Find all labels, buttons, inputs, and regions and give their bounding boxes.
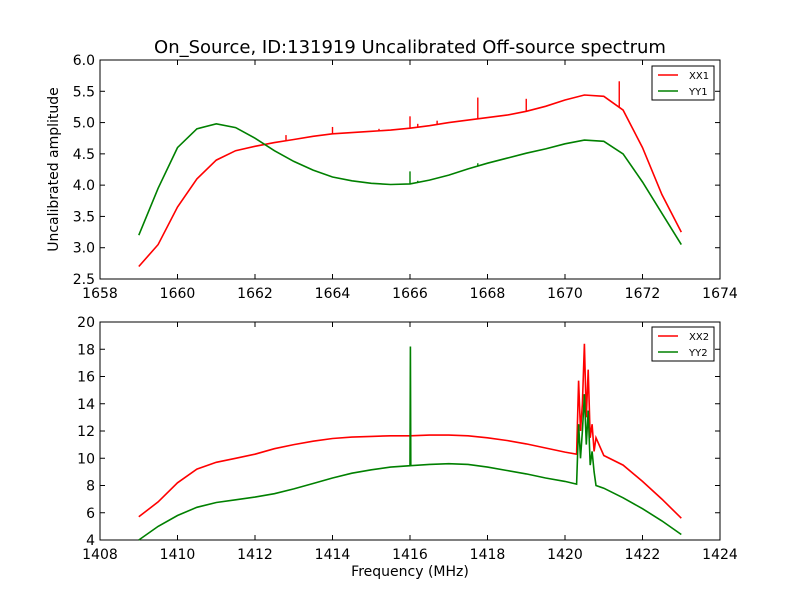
bottom-x-tick-label: 1416 — [392, 547, 428, 563]
top-y-tick-label: 3.0 — [73, 241, 95, 257]
bottom-y-tick-label: 16 — [77, 370, 95, 386]
top-y-tick-label: 4.5 — [73, 147, 95, 163]
top-y-tick-label: 5.5 — [73, 84, 95, 100]
bottom-legend: XX2 YY2 — [651, 326, 715, 362]
bottom-x-tick-label: 1422 — [625, 547, 661, 563]
bottom-y-tick-label: 10 — [77, 451, 95, 467]
legend-label-yy2: YY2 — [688, 348, 708, 359]
top-spectrum-panel: 1658 1660 1662 1664 1666 1668 1670 1672 1674 2.5 3… — [46, 53, 738, 302]
top-y-axis-label: Uncalibrated amplitude — [46, 87, 62, 252]
bottom-x-tick-label: 1424 — [702, 547, 738, 563]
chart-title: On_Source, ID:131919 Uncalibrated Off-so… — [154, 37, 666, 58]
bottom-y-tick-label: 20 — [77, 315, 95, 331]
top-series-line-yy1 — [138, 122, 682, 246]
top-legend-box — [651, 65, 715, 101]
legend-label-xx1: XX1 — [689, 71, 709, 82]
bottom-x-tick-label: 1412 — [237, 547, 273, 563]
bottom-spectrum-panel: 1408 1410 1412 1414 1416 1418 1420 1422 14244681… — [77, 315, 738, 580]
bottom-legend-box — [651, 326, 715, 362]
top-x-tick-label: 1658 — [82, 286, 118, 302]
bottom-y-tick-label: 18 — [77, 342, 95, 358]
top-y-tick-label: 5.0 — [73, 116, 95, 132]
top-x-tick-label: 1662 — [237, 286, 273, 302]
bottom-x-tick-label: 1408 — [82, 547, 118, 563]
top-x-tick-label: 1668 — [470, 286, 506, 302]
bottom-series-line-yy2 — [138, 346, 682, 541]
bottom-y-tick-label: 6 — [86, 506, 95, 522]
top-x-tick-label: 1660 — [160, 286, 196, 302]
top-x-tick-label: 1664 — [315, 286, 351, 302]
top-y-tick-label: 4.0 — [73, 178, 95, 194]
bottom-x-tick-label: 1410 — [160, 547, 196, 563]
bottom-series-line-xx2 — [138, 343, 682, 519]
legend-label-yy1: YY1 — [688, 87, 708, 98]
bottom-plot-marks: 1408 1410 1412 1414 1416 1418 1420 1422 14244681… — [77, 315, 738, 563]
top-y-tick-label: 3.5 — [73, 209, 95, 225]
top-plot-frame — [99, 59, 721, 280]
bottom-y-tick-label: 4 — [86, 533, 95, 549]
bottom-x-axis-label: Frequency (MHz) — [351, 564, 469, 580]
legend-label-xx2: XX2 — [689, 332, 709, 343]
top-y-tick-label: 2.5 — [73, 272, 95, 288]
top-x-tick-label: 1674 — [702, 286, 738, 302]
top-x-tick-label: 1670 — [547, 286, 583, 302]
top-x-tick-label: 1672 — [625, 286, 661, 302]
bottom-y-tick-label: 14 — [77, 397, 95, 413]
top-x-tick-label: 1666 — [392, 286, 428, 302]
top-plot-marks: 1658 1660 1662 1664 1666 1668 1670 1672 1674 2.5 3… — [73, 53, 738, 302]
bottom-x-tick-label: 1420 — [547, 547, 583, 563]
bottom-y-tick-label: 12 — [77, 424, 95, 440]
top-y-tick-label: 6.0 — [73, 53, 95, 69]
bottom-x-tick-label: 1418 — [470, 547, 506, 563]
top-legend: XX1 YY1 — [651, 65, 715, 101]
bottom-x-tick-label: 1414 — [315, 547, 351, 563]
bottom-y-tick-label: 8 — [86, 479, 95, 495]
